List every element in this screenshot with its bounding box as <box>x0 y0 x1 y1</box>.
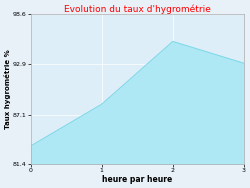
Y-axis label: Taux hygrométrie %: Taux hygrométrie % <box>4 49 11 129</box>
Title: Evolution du taux d'hygrométrie: Evolution du taux d'hygrométrie <box>64 4 211 14</box>
X-axis label: heure par heure: heure par heure <box>102 175 172 184</box>
